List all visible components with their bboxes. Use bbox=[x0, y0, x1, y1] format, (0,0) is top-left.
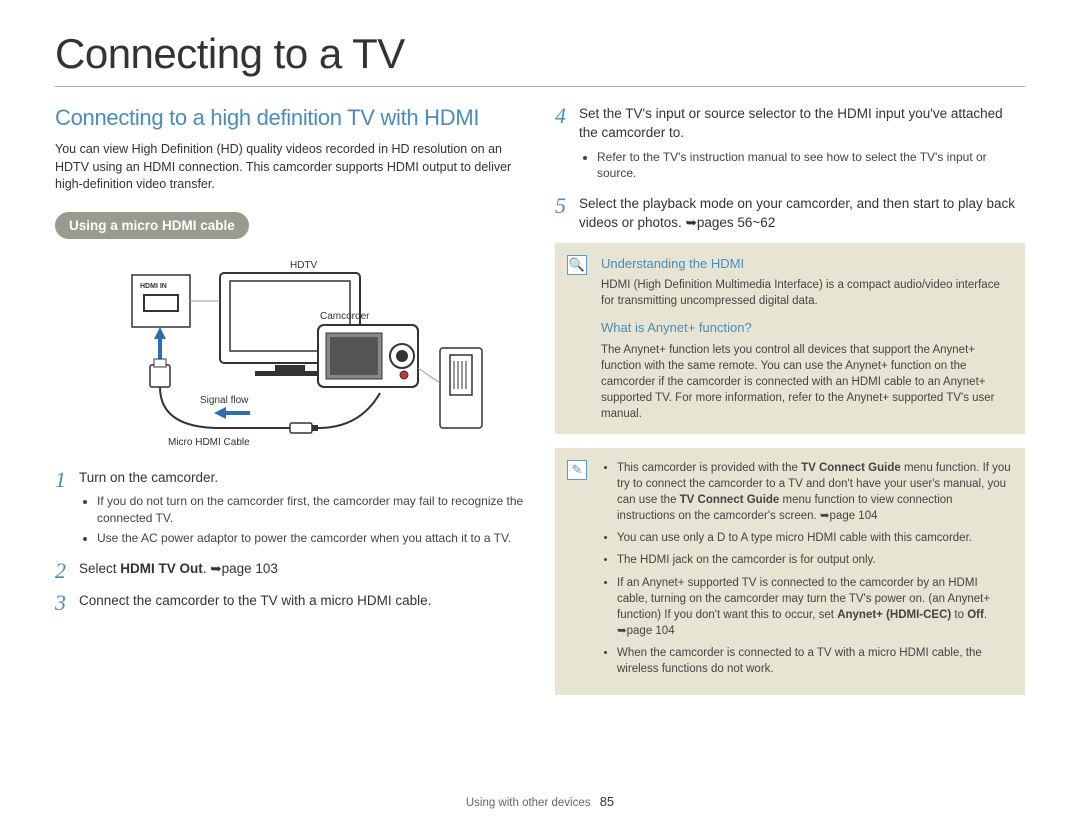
info-heading-hdmi: Understanding the HDMI bbox=[601, 255, 1011, 273]
notes-list: This camcorder is provided with the TV C… bbox=[617, 460, 1011, 677]
info-text-anynet: The Anynet+ function lets you control al… bbox=[601, 342, 1011, 422]
left-column: Connecting to a high definition TV with … bbox=[55, 105, 525, 709]
step-body: Select HDMI TV Out. ➥page 103 bbox=[79, 560, 525, 579]
note-item: If an Anynet+ supported TV is connected … bbox=[617, 575, 1011, 639]
step-subitem: Use the AC power adaptor to power the ca… bbox=[97, 530, 525, 546]
step-body: Turn on the camcorder.If you do not turn… bbox=[79, 469, 525, 550]
step-number: 2 bbox=[55, 560, 79, 582]
signal-flow-label: Signal flow bbox=[200, 395, 249, 406]
step: 3Connect the camcorder to the TV with a … bbox=[55, 592, 525, 614]
hdmi-in-label: HDMI IN bbox=[140, 283, 167, 290]
magnifier-icon: 🔍 bbox=[567, 255, 587, 275]
page-title: Connecting to a TV bbox=[55, 30, 1025, 87]
step-number: 4 bbox=[555, 105, 579, 127]
step-number: 3 bbox=[55, 592, 79, 614]
step-number: 5 bbox=[555, 195, 579, 217]
steps-left: 1Turn on the camcorder.If you do not tur… bbox=[55, 469, 525, 614]
step-sublist: Refer to the TV's instruction manual to … bbox=[597, 149, 1025, 181]
steps-right: 4Set the TV's input or source selector t… bbox=[555, 105, 1025, 233]
hdtv-label: HDTV bbox=[290, 260, 318, 271]
note-item: This camcorder is provided with the TV C… bbox=[617, 460, 1011, 524]
right-column: 4Set the TV's input or source selector t… bbox=[555, 105, 1025, 709]
camcorder-label: Camcorder bbox=[320, 311, 370, 322]
step-sublist: If you do not turn on the camcorder firs… bbox=[97, 493, 525, 546]
step-body: Select the playback mode on your camcord… bbox=[579, 195, 1025, 233]
info-text-hdmi: HDMI (High Definition Multimedia Interfa… bbox=[601, 277, 1011, 309]
footer-section-label: Using with other devices bbox=[466, 797, 591, 809]
step: 1Turn on the camcorder.If you do not tur… bbox=[55, 469, 525, 550]
step-subitem: Refer to the TV's instruction manual to … bbox=[597, 149, 1025, 181]
step-subitem: If you do not turn on the camcorder firs… bbox=[97, 493, 525, 525]
intro-paragraph: You can view High Definition (HD) qualit… bbox=[55, 141, 525, 194]
page-number: 85 bbox=[600, 794, 614, 809]
step-number: 1 bbox=[55, 469, 79, 491]
info-heading-anynet: What is Anynet+ function? bbox=[601, 319, 1011, 337]
note-item: The HDMI jack on the camcorder is for ou… bbox=[617, 552, 1011, 568]
info-box-hdmi: 🔍 Understanding the HDMI HDMI (High Defi… bbox=[555, 243, 1025, 434]
step: 5Select the playback mode on your camcor… bbox=[555, 195, 1025, 233]
cable-label: Micro HDMI Cable bbox=[168, 437, 250, 448]
note-icon: ✎ bbox=[567, 460, 587, 480]
info-box-notes: ✎ This camcorder is provided with the TV… bbox=[555, 448, 1025, 695]
page-footer: Using with other devices 85 bbox=[0, 794, 1080, 809]
two-column-layout: Connecting to a high definition TV with … bbox=[55, 105, 1025, 709]
step-body: Set the TV's input or source selector to… bbox=[579, 105, 1025, 185]
step-body: Connect the camcorder to the TV with a m… bbox=[79, 592, 525, 611]
connection-diagram: HDTV HDMI IN Signal fl bbox=[55, 253, 525, 453]
step: 4Set the TV's input or source selector t… bbox=[555, 105, 1025, 185]
subsection-pill: Using a micro HDMI cable bbox=[55, 212, 249, 239]
section-heading: Connecting to a high definition TV with … bbox=[55, 105, 525, 131]
step: 2Select HDMI TV Out. ➥page 103 bbox=[55, 560, 525, 582]
note-item: When the camcorder is connected to a TV … bbox=[617, 645, 1011, 677]
note-item: You can use only a D to A type micro HDM… bbox=[617, 530, 1011, 546]
